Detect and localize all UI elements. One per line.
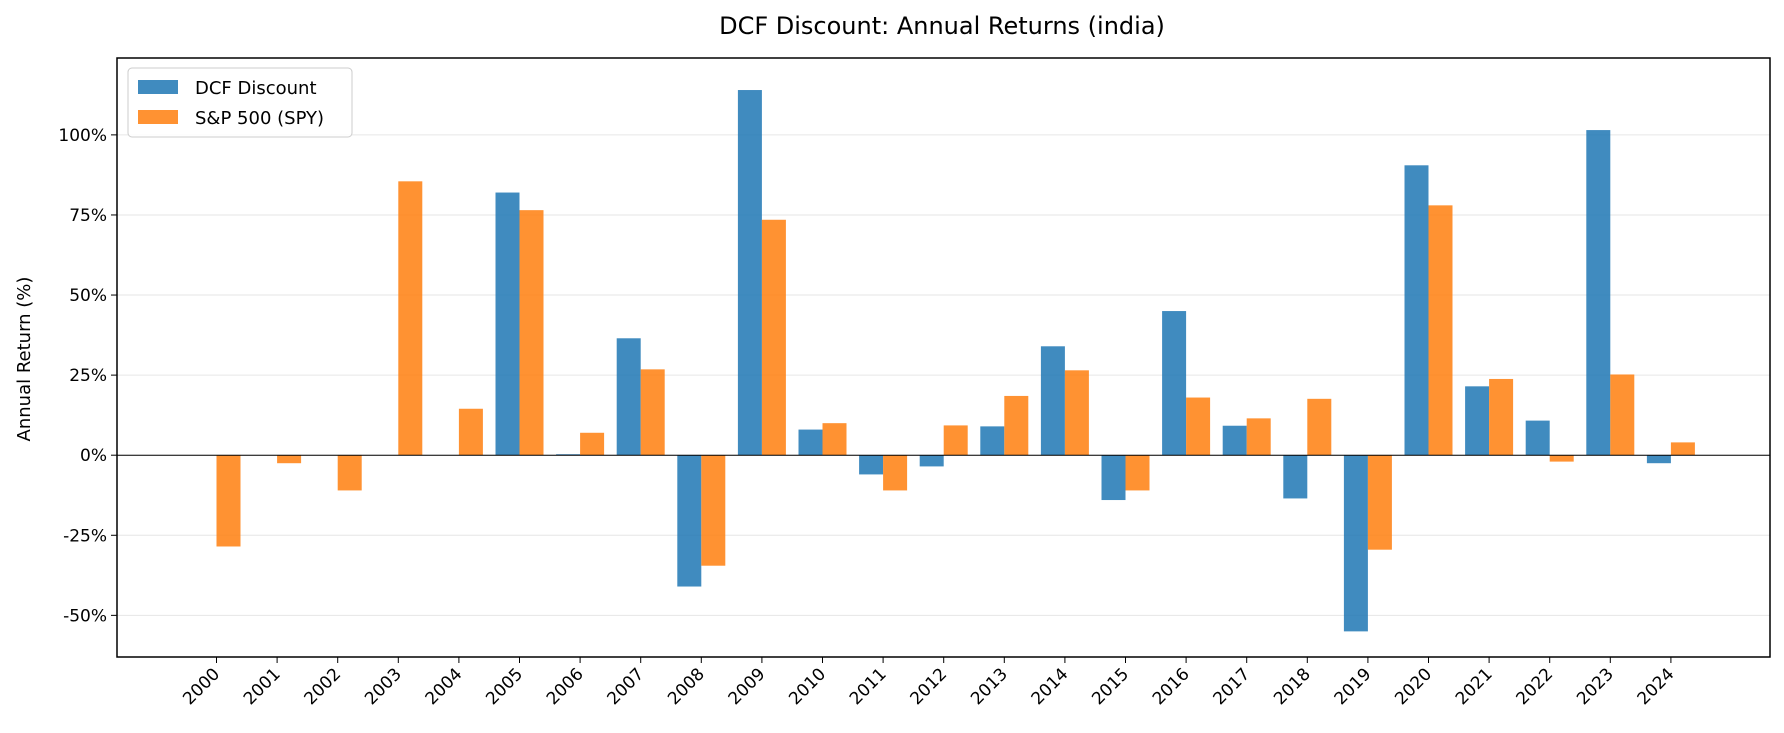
bar-sp500-2012 [943,425,968,456]
bar-dcf-discount-2020 [1404,165,1429,456]
bar-dcf-discount-2016 [1162,311,1187,456]
x-tick-label: 2007 [604,664,649,709]
bar-sp500-2013 [1004,395,1029,456]
legend-label-dcf-discount: DCF Discount [195,78,317,99]
bar-dcf-discount-2024 [1646,455,1671,464]
x-tick-label: 2018 [1270,664,1315,709]
bar-sp500-2015 [1125,455,1150,491]
y-axis: -50% -25% 0% 25% 50% 75% 100% [58,126,117,626]
bar-dcf-discount-2022 [1525,420,1550,456]
x-tick-label: 2002 [301,664,346,709]
bar-sp500-2018 [1307,398,1332,456]
bar-dcf-discount-2012 [919,455,944,467]
bar-dcf-discount-2017 [1222,425,1247,456]
chart-title: DCF Discount: Annual Returns (india) [719,12,1165,40]
legend-label-sp500: S&P 500 (SPY) [195,108,324,129]
y-tick-label: -25% [63,526,107,546]
bar-dcf-discount-2014 [1040,346,1065,456]
bar-dcf-discount-2013 [980,426,1005,456]
bar-sp500-2008 [701,455,726,566]
legend-box [127,67,353,138]
bar-dcf-discount-2005 [495,192,520,456]
y-tick-label: 75% [69,206,107,226]
bar-dcf-discount-2008 [677,455,702,587]
y-tick-label: 50% [69,286,107,306]
x-tick-label: 2023 [1573,664,1618,709]
bar-dcf-discount-2015 [1101,455,1126,501]
bar-sp500-2007 [640,369,665,456]
x-tick-label: 2010 [785,664,830,709]
x-tick-label: 2011 [846,664,891,709]
x-tick-label: 2008 [664,664,709,709]
x-tick-label: 2016 [1149,664,1194,709]
bar-sp500-2004 [458,408,483,456]
bar-dcf-discount-2010 [798,429,823,456]
bar-dcf-discount-2019 [1343,455,1368,632]
bar-dcf-discount-2018 [1283,455,1308,499]
bar-sp500-2021 [1489,378,1514,456]
legend-swatch-sp500 [138,110,178,124]
bar-sp500-2002 [337,455,362,491]
x-tick-label: 2012 [907,664,952,709]
x-tick-label: 2004 [422,664,467,709]
bar-sp500-2014 [1064,370,1089,456]
bar-dcf-discount-2007 [616,338,641,456]
x-tick-label: 2013 [967,664,1012,709]
bar-sp500-2005 [519,210,544,456]
legend-swatch-dcf-discount [138,80,178,94]
x-tick-label: 2014 [1028,664,1073,709]
x-tick-label: 2015 [1088,664,1133,709]
bar-sp500-2011 [883,455,908,491]
x-tick-label: 2020 [1391,664,1436,709]
x-tick-label: 2009 [725,664,770,709]
x-tick-label: 2019 [1331,664,1376,709]
y-tick-label: 0% [80,446,107,466]
bar-sp500-2006 [580,432,605,456]
bar-dcf-discount-2021 [1465,386,1490,456]
bar-sp500-2009 [761,219,786,456]
y-tick-label: -50% [63,606,107,626]
x-tick-label: 2003 [361,664,406,709]
x-tick-label: 2001 [240,664,285,709]
x-tick-label: 2005 [482,664,527,709]
bar-dcf-discount-2009 [737,90,762,456]
y-axis-label: Annual Return (%) [14,277,35,442]
legend: DCF Discount S&P 500 (SPY) [127,67,353,138]
bar-sp500-2010 [822,423,847,456]
x-tick-label: 2017 [1209,664,1254,709]
bar-sp500-2001 [277,455,302,464]
x-tick-label: 2021 [1452,664,1497,709]
plot-frame [116,57,1771,658]
bar-sp500-2022 [1549,455,1574,462]
bar-sp500-2017 [1246,418,1271,456]
bar-sp500-2020 [1428,205,1453,456]
x-tick-label: 2022 [1512,664,1557,709]
bar-sp500-2023 [1610,374,1635,456]
bar-dcf-discount-2011 [859,455,884,475]
y-tick-label: 100% [58,126,107,146]
bars [192,90,1695,632]
x-axis: 2000 2001 2002 2003 2004 2005 2006 2007 2008 2009… [179,657,1678,709]
gridlines [117,134,1770,616]
bar-dcf-discount-2023 [1586,130,1611,456]
bar-sp500-2019 [1367,455,1392,550]
x-tick-label: 2024 [1634,664,1679,709]
bar-sp500-2016 [1186,397,1211,456]
bar-sp500-2024 [1670,442,1695,456]
y-tick-label: 25% [69,366,107,386]
x-tick-label: 2006 [543,664,588,709]
bar-sp500-2003 [398,181,423,456]
bar-sp500-2000 [216,455,241,547]
x-tick-label: 2000 [179,664,224,709]
